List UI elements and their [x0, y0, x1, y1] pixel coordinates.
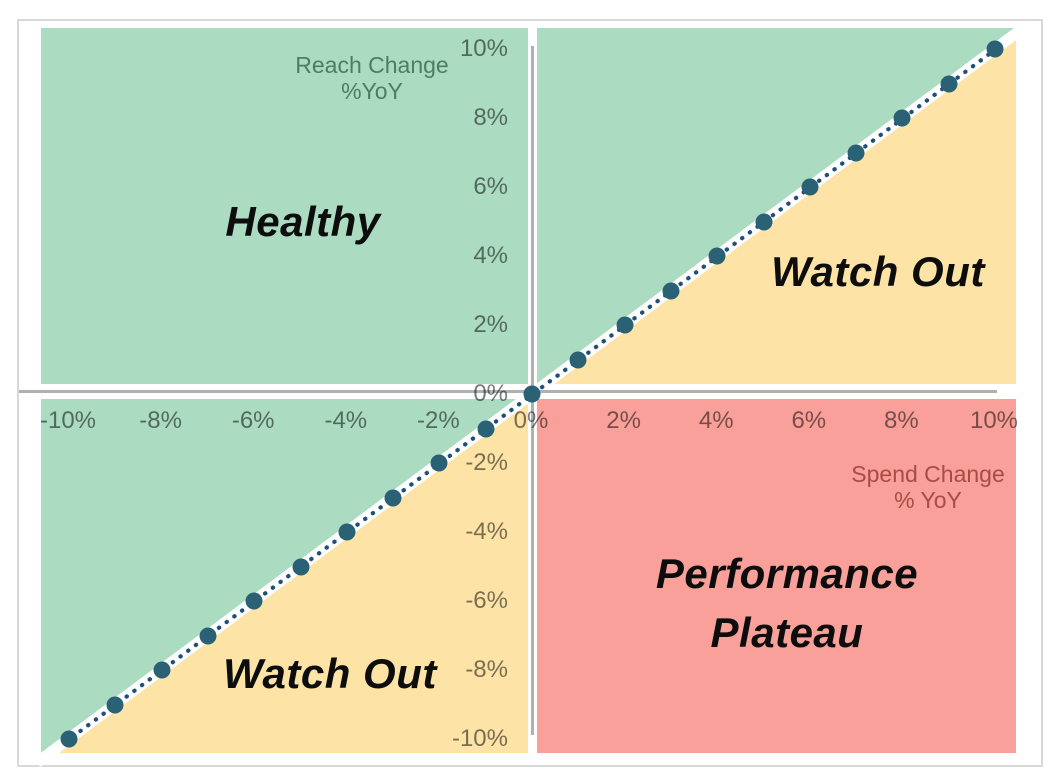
x-tick-label: 8%: [884, 407, 919, 434]
y-axis-title-line1: Reach Change: [295, 52, 449, 78]
x-axis-title-line1: Spend Change: [851, 461, 1005, 487]
y-tick-label: 6%: [473, 173, 508, 200]
data-point-marker: [847, 144, 865, 161]
x-tick-label: -6%: [231, 407, 275, 434]
quadrant-top-left-healthy-region: [41, 28, 528, 384]
y-tick-label: -2%: [465, 449, 508, 476]
y-tick-label: -10%: [451, 725, 508, 752]
y-axis-title-line2: %YoY: [341, 78, 403, 104]
x-tick-label: 10%: [969, 407, 1019, 434]
data-point-marker: [755, 213, 772, 230]
data-point-marker: [430, 454, 448, 472]
data-point-marker: [245, 592, 263, 610]
data-point-marker: [199, 627, 217, 644]
healthy-label: Healthy: [225, 198, 381, 245]
x-axis-line: [19, 390, 997, 393]
data-point-marker: [940, 75, 958, 92]
x-tick-label: 0%: [513, 407, 549, 434]
data-point-marker: [616, 316, 634, 334]
x-tick-label: 6%: [791, 407, 827, 434]
x-axis-title-line2: % YoY: [894, 487, 962, 513]
watch-out-top-label: Watch Out: [771, 248, 985, 295]
y-tick-label: 2%: [473, 311, 508, 338]
data-point-marker: [106, 696, 124, 713]
y-tick-label: 10%: [459, 35, 508, 62]
data-point-marker: [893, 109, 911, 127]
x-tick-label: -8%: [139, 407, 182, 434]
data-point-marker: [384, 489, 402, 506]
y-tick-label: -4%: [465, 518, 508, 545]
data-point-marker: [569, 351, 587, 368]
x-tick-label: 2%: [606, 407, 641, 434]
x-axis-title: Spend Change % YoY: [851, 461, 1004, 513]
x-tick-label: 4%: [698, 407, 734, 434]
data-point-marker: [801, 178, 819, 196]
data-point-marker: [986, 40, 1004, 58]
data-point-marker: [523, 385, 541, 403]
y-tick-label: 4%: [473, 242, 508, 269]
performance-plateau-line1: Performance: [655, 550, 919, 597]
x-tick-label: -2%: [417, 407, 460, 434]
data-point-marker: [60, 730, 78, 748]
data-point-marker: [708, 247, 726, 265]
data-point-marker: [292, 558, 309, 575]
x-tick-label: -4%: [324, 407, 368, 434]
y-tick-label: 8%: [473, 104, 508, 131]
performance-plateau-line2: Plateau: [710, 609, 864, 656]
y-tick-label: -8%: [465, 656, 508, 683]
performance-plateau-label: Performance Plateau: [656, 544, 918, 662]
watch-out-bottom-label: Watch Out: [223, 650, 437, 697]
data-point-marker: [662, 282, 680, 299]
data-point-marker: [153, 661, 171, 679]
quadrant-bottom-right-performance-region: [537, 399, 1016, 753]
y-axis-title: Reach Change %YoY: [295, 52, 448, 104]
y-tick-label: -6%: [465, 587, 508, 614]
data-point-marker: [338, 523, 356, 541]
y-tick-label: 0%: [473, 380, 508, 407]
x-tick-label: -10%: [39, 407, 97, 434]
data-point-marker: [477, 420, 495, 437]
